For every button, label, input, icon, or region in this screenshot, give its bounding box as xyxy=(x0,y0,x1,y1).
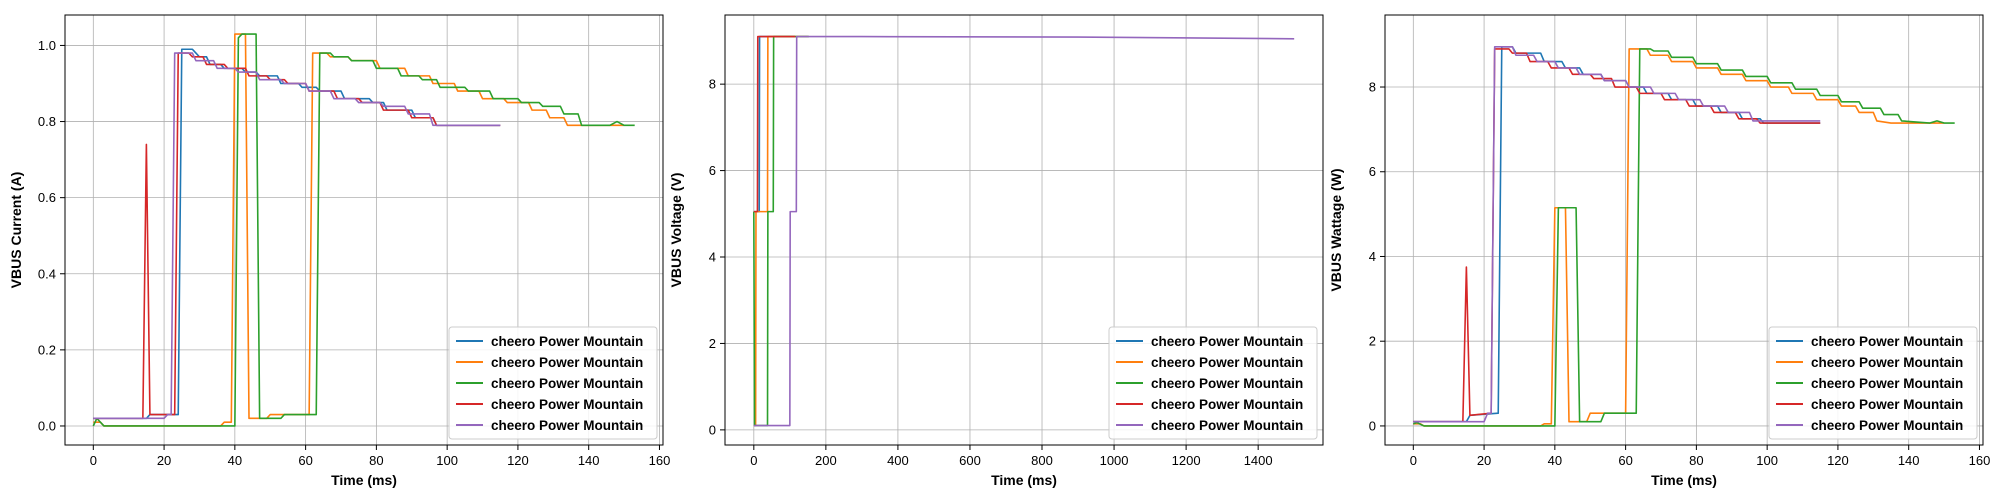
wattage-x-tick-label: 80 xyxy=(1689,453,1703,468)
voltage-series-line-5 xyxy=(753,35,1295,427)
current-x-tick-label: 40 xyxy=(228,453,242,468)
current-y-tick-label: 0.6 xyxy=(38,190,56,205)
current-series-line-1 xyxy=(93,48,501,420)
current-x-tick-label: 160 xyxy=(649,453,671,468)
wattage-legend-label-4: cheero Power Mountain xyxy=(1811,397,1963,412)
current-y-tick-label: 0.8 xyxy=(38,114,56,129)
wattage-y-tick-label: 2 xyxy=(1369,334,1376,349)
wattage-x-tick-label: 40 xyxy=(1548,453,1562,468)
current-x-tick-label: 140 xyxy=(578,453,600,468)
current-axes-frame xyxy=(64,14,664,446)
voltage-y-tick-label: 8 xyxy=(709,77,716,92)
wattage-legend-label-1: cheero Power Mountain xyxy=(1811,334,1963,349)
voltage-legend-label-1: cheero Power Mountain xyxy=(1151,334,1303,349)
wattage-y-tick-label: 8 xyxy=(1369,80,1376,95)
current-x-tick-label: 100 xyxy=(436,453,458,468)
current-legend-label-1: cheero Power Mountain xyxy=(491,334,643,349)
voltage-x-tick-label: 1400 xyxy=(1244,453,1273,468)
current-legend-label-5: cheero Power Mountain xyxy=(491,418,643,433)
voltage-x-tick-label: 1200 xyxy=(1172,453,1201,468)
wattage-x-tick-label: 140 xyxy=(1898,453,1920,468)
voltage-y-axis-label: VBUS Voltage (V) xyxy=(668,173,684,288)
current-x-axis-label: Time (ms) xyxy=(331,472,397,488)
current-y-axis-label: VBUS Current (A) xyxy=(8,172,24,289)
wattage-x-tick-label: 100 xyxy=(1756,453,1778,468)
voltage-y-tick-label: 4 xyxy=(709,250,716,265)
voltage-legend-label-2: cheero Power Mountain xyxy=(1151,355,1303,370)
voltage-x-tick-label: 800 xyxy=(1031,453,1053,468)
current-series-line-3 xyxy=(92,33,635,427)
voltage-y-tick-label: 2 xyxy=(709,336,716,351)
voltage-x-tick-label: 0 xyxy=(750,453,757,468)
voltage-chart: 0 200 400 600 800 1000 1200 1400 0 2 4 6 8 Time (ms) V… xyxy=(668,14,1324,488)
current-y-tick-label: 0.0 xyxy=(38,418,56,433)
voltage-legend-label-4: cheero Power Mountain xyxy=(1151,397,1303,412)
wattage-y-tick-label: 6 xyxy=(1369,164,1376,179)
wattage-x-axis-label: Time (ms) xyxy=(1651,472,1717,488)
voltage-y-tick-label: 0 xyxy=(709,422,716,437)
wattage-y-tick-label: 4 xyxy=(1369,249,1376,264)
current-chart: 0 20 40 60 80 100 120 140 160 0.0 0.2 0.4 0.6 0.8 1.0 T… xyxy=(8,14,671,488)
voltage-x-tick-label: 600 xyxy=(959,453,981,468)
wattage-legend-label-5: cheero Power Mountain xyxy=(1811,418,1963,433)
voltage-x-tick-label: 200 xyxy=(815,453,837,468)
voltage-x-axis-label: Time (ms) xyxy=(991,472,1057,488)
wattage-chart: 0 20 40 60 80 100 120 140 160 0 2 4 6 8 Time (ms) VBUS … xyxy=(1328,14,1991,488)
wattage-axes-frame xyxy=(1384,14,1984,446)
current-y-tick-label: 0.2 xyxy=(38,342,56,357)
voltage-series-line-4 xyxy=(753,35,796,213)
current-y-tick-label: 1.0 xyxy=(38,38,56,53)
current-legend-label-3: cheero Power Mountain xyxy=(491,376,643,391)
wattage-legend-label-3: cheero Power Mountain xyxy=(1811,376,1963,391)
wattage-legend-label-2: cheero Power Mountain xyxy=(1811,355,1963,370)
current-x-tick-label: 0 xyxy=(90,453,97,468)
voltage-y-tick-label: 6 xyxy=(709,163,716,178)
voltage-legend-label-5: cheero Power Mountain xyxy=(1151,418,1303,433)
wattage-x-tick-label: 20 xyxy=(1477,453,1491,468)
current-legend-label-2: cheero Power Mountain xyxy=(491,355,643,370)
wattage-series-line-3 xyxy=(1413,48,1955,427)
current-x-tick-label: 80 xyxy=(369,453,383,468)
current-legend-box xyxy=(448,326,658,440)
current-y-tick-label: 0.4 xyxy=(38,266,56,281)
voltage-axes-frame xyxy=(724,14,1324,446)
voltage-x-tick-label: 1000 xyxy=(1100,453,1129,468)
wattage-y-tick-label: 0 xyxy=(1369,418,1376,433)
current-series-line-5 xyxy=(93,52,501,420)
voltage-x-tick-label: 400 xyxy=(887,453,909,468)
current-x-tick-label: 120 xyxy=(507,453,529,468)
current-x-tick-label: 60 xyxy=(298,453,312,468)
current-legend-label-4: cheero Power Mountain xyxy=(491,397,643,412)
wattage-x-tick-label: 60 xyxy=(1618,453,1632,468)
wattage-series-line-5 xyxy=(1413,45,1821,423)
wattage-x-tick-label: 160 xyxy=(1969,453,1991,468)
wattage-y-axis-label: VBUS Wattage (W) xyxy=(1328,168,1344,291)
wattage-x-tick-label: 120 xyxy=(1827,453,1849,468)
current-x-tick-label: 20 xyxy=(157,453,171,468)
voltage-legend-label-3: cheero Power Mountain xyxy=(1151,376,1303,391)
wattage-legend-box xyxy=(1768,326,1978,440)
wattage-x-tick-label: 0 xyxy=(1410,453,1417,468)
voltage-legend-box xyxy=(1108,326,1318,440)
wattage-series-line-2 xyxy=(1413,48,1945,427)
